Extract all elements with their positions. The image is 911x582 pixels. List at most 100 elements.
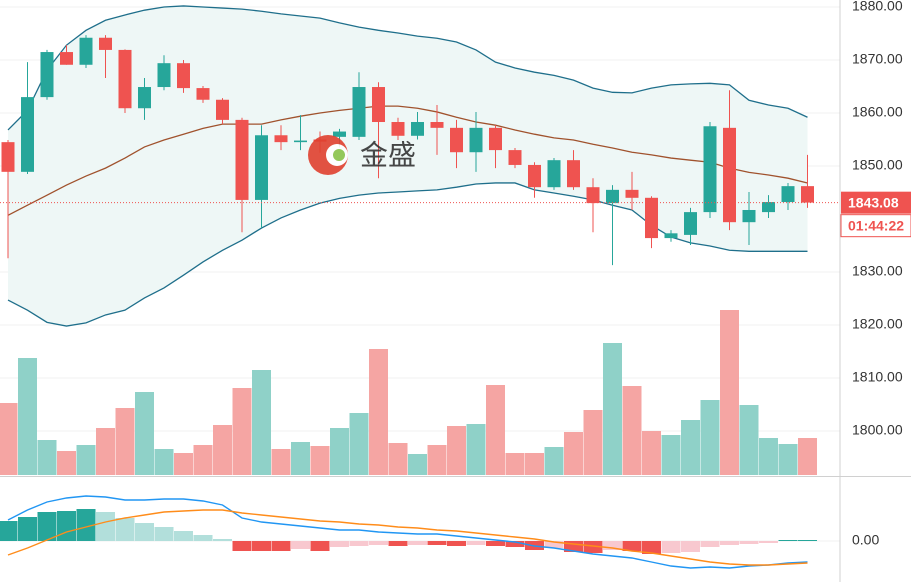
price-tag-label: 1843.08 [848, 194, 899, 210]
volume-bar [583, 410, 603, 475]
macd-bar [291, 541, 310, 549]
macd-bar [18, 517, 37, 541]
candle-body [60, 52, 73, 65]
macd-bar [96, 512, 115, 541]
macd-bar [193, 535, 213, 541]
volume-bar [310, 446, 330, 475]
macd-bar [505, 541, 525, 547]
candle-body [586, 187, 600, 204]
volume-bar [349, 413, 369, 475]
volume-bar [135, 392, 154, 475]
volume-bar [57, 451, 76, 475]
macd-bar [330, 541, 349, 547]
volume-bar [622, 386, 642, 475]
volume-bar [447, 426, 466, 475]
watermark: 金盛 [308, 135, 416, 175]
macd-bar [37, 512, 57, 541]
candle-body [781, 186, 795, 203]
macd-bar [798, 540, 817, 541]
candle-body [99, 37, 112, 50]
volume-bar [505, 453, 525, 475]
macd-bar [349, 541, 369, 546]
volume-bar [525, 453, 544, 475]
macd-bar [427, 541, 447, 545]
volume-bar [0, 403, 18, 475]
macd-bar [544, 541, 564, 548]
volume-bar [369, 349, 388, 475]
candle-body [79, 37, 93, 65]
macd-bar [0, 521, 18, 541]
candle-body [274, 135, 288, 143]
macd-bar [76, 509, 96, 541]
candle-body [723, 127, 736, 223]
macd-bar [388, 541, 408, 546]
countdown-label: 01:44:22 [848, 217, 904, 233]
volume-bar [642, 431, 661, 475]
y-tick-label: 1880.00 [852, 0, 903, 14]
volume-bar [252, 370, 271, 475]
y-tick-label: 1870.00 [852, 51, 903, 67]
y-tick-label: 1860.00 [852, 104, 903, 120]
macd-line [7, 509, 808, 566]
candle-body [664, 233, 678, 239]
candle-body [138, 87, 151, 109]
candle-body [411, 122, 424, 136]
candle-body [216, 99, 229, 120]
volume-bar [174, 453, 193, 475]
candle-body [157, 63, 171, 88]
countdown-tag [840, 214, 911, 238]
macd-bar [57, 511, 76, 541]
volume-bar [603, 343, 622, 475]
volume-bar [681, 420, 700, 475]
volume-bar [720, 310, 739, 475]
candle-body [645, 197, 658, 239]
candle-body [1, 142, 15, 172]
candle-body [255, 135, 268, 200]
volume-bar [739, 405, 759, 475]
candle-body [294, 140, 307, 143]
volume-bar [213, 425, 232, 475]
macd-bar [174, 531, 193, 541]
y-tick-label: 1850.00 [852, 157, 903, 173]
volume-bar [76, 445, 96, 475]
macd-bar [603, 541, 622, 550]
candle-body [801, 186, 814, 203]
volume-bar [291, 442, 310, 475]
volume-bar [96, 428, 115, 475]
macd-bar [700, 541, 720, 547]
candle-body [508, 150, 522, 165]
logo-dot [333, 149, 345, 161]
macd-bar [778, 540, 798, 541]
candle-body [762, 202, 775, 213]
volume-bar [388, 443, 408, 475]
candle-body [196, 88, 210, 100]
macd-bar [252, 541, 271, 551]
volume-bar [271, 449, 291, 475]
candle-body [235, 119, 249, 200]
volume-bar [564, 432, 583, 475]
candle-body [606, 189, 619, 204]
band-fill [8, 5, 808, 327]
candle-body [703, 126, 717, 213]
macd-bar [739, 541, 759, 544]
volume-bar [661, 435, 681, 475]
macd-bar [466, 541, 486, 545]
macd-bar [681, 541, 700, 552]
band-line [7, 5, 808, 131]
candle-body [40, 52, 54, 98]
macd-bar [642, 541, 661, 554]
candle-body [118, 49, 132, 109]
macd-bar [408, 541, 427, 545]
candle-body [372, 87, 385, 123]
macd-bar [661, 541, 681, 553]
macd-bar [583, 541, 603, 553]
axis-layer: 1880.00 1870.00 1860.00 1850.00 1830.00 1820.… [840, 0, 911, 548]
volume-bar [778, 444, 798, 475]
background-layer [0, 5, 840, 542]
macd-bar [154, 527, 174, 541]
watermark-text: 金盛 [360, 139, 416, 170]
y-tick-label: 1830.00 [852, 263, 903, 279]
macd-bar [622, 541, 642, 551]
macd-bar [369, 541, 388, 545]
volume-bar [232, 388, 252, 475]
